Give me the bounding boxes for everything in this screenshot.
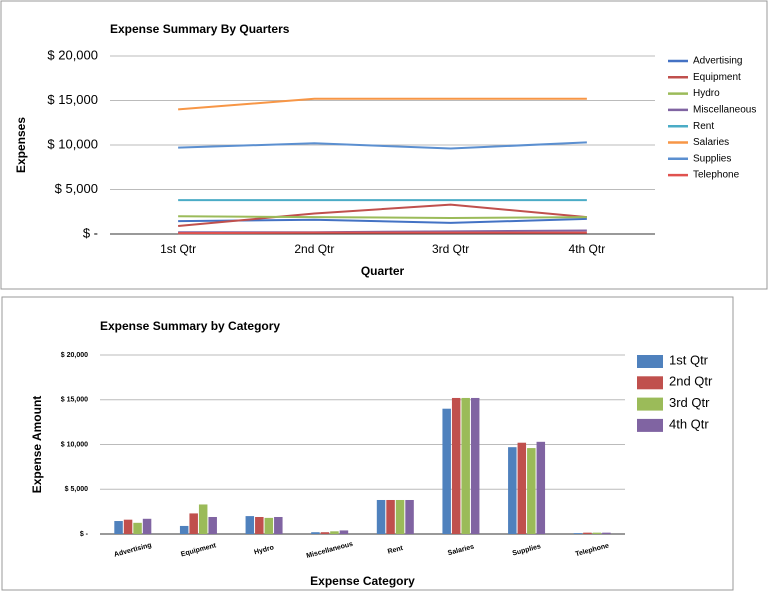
x-axis-title: Quarter bbox=[361, 264, 405, 278]
x-tick-label: Hydro bbox=[253, 544, 274, 556]
legend-label: 4th Qtr bbox=[669, 416, 709, 431]
y-tick-label: $ 10,000 bbox=[61, 441, 88, 448]
legend-label: Salaries bbox=[693, 137, 729, 148]
y-tick-label: $ 20,000 bbox=[61, 352, 88, 359]
legend-label: Rent bbox=[693, 121, 714, 132]
legend-label: 1st Qtr bbox=[669, 352, 709, 367]
line-series bbox=[178, 203, 587, 227]
bar bbox=[255, 516, 264, 534]
bar bbox=[123, 519, 133, 534]
legend-label: Hydro bbox=[693, 88, 720, 99]
legend-label: Equipment bbox=[693, 72, 741, 83]
panel bbox=[1, 296, 734, 591]
y-tick-label: $ 5,000 bbox=[65, 486, 88, 493]
x-tick-label: 1st Qtr bbox=[160, 242, 196, 256]
legend-label: 3rd Qtr bbox=[669, 395, 710, 410]
bar bbox=[330, 531, 339, 534]
bar bbox=[376, 499, 386, 534]
bar bbox=[245, 516, 255, 534]
bar bbox=[320, 532, 330, 534]
legend-swatch bbox=[637, 418, 663, 432]
bar bbox=[264, 517, 274, 534]
bar bbox=[386, 499, 395, 534]
bar bbox=[405, 499, 414, 534]
y-tick-label: $ - bbox=[83, 225, 98, 240]
bar bbox=[451, 397, 461, 534]
legend-label: Telephone bbox=[693, 170, 740, 181]
bar bbox=[527, 448, 536, 534]
bar bbox=[573, 533, 583, 534]
legend-label: Advertising bbox=[693, 56, 742, 67]
bar bbox=[142, 518, 152, 534]
line-series bbox=[178, 141, 587, 150]
bar bbox=[395, 499, 405, 534]
y-tick-label: $ 5,000 bbox=[55, 181, 98, 196]
line-series bbox=[178, 97, 587, 111]
y-tick-label: $ - bbox=[80, 531, 89, 538]
legend-label: 2nd Qtr bbox=[669, 374, 713, 389]
y-tick-label: $ 15,000 bbox=[47, 92, 98, 107]
legend-label: Supplies bbox=[693, 153, 731, 164]
bar bbox=[517, 442, 527, 534]
legend-swatch bbox=[637, 355, 663, 368]
bar bbox=[536, 441, 546, 534]
x-tick-label: 3rd Qtr bbox=[432, 242, 469, 256]
legend-label: Miscellaneous bbox=[693, 105, 756, 116]
bar bbox=[114, 521, 123, 534]
bar bbox=[583, 532, 592, 534]
x-tick-label: Rent bbox=[387, 545, 404, 556]
bar bbox=[133, 522, 142, 534]
bar bbox=[508, 447, 517, 534]
bar bbox=[311, 532, 320, 534]
y-tick-label: $ 15,000 bbox=[61, 397, 88, 404]
x-tick-label: 4th Qtr bbox=[569, 242, 606, 256]
bar bbox=[189, 513, 198, 534]
y-tick-label: $ 20,000 bbox=[47, 47, 98, 62]
bar bbox=[592, 532, 602, 534]
chart-title: Expense Summary by Category bbox=[100, 319, 280, 333]
y-axis-title: Expenses bbox=[14, 117, 28, 173]
bar bbox=[461, 397, 470, 534]
x-tick-label: 2nd Qtr bbox=[294, 242, 334, 256]
y-tick-label: $ 10,000 bbox=[47, 136, 98, 151]
chart-title: Expense Summary By Quarters bbox=[110, 22, 290, 36]
bar bbox=[208, 516, 217, 534]
bar bbox=[470, 397, 480, 534]
bar bbox=[198, 504, 208, 534]
bar bbox=[602, 532, 611, 534]
y-axis-title: Expense Amount bbox=[30, 396, 44, 494]
line-series bbox=[178, 215, 587, 219]
bar bbox=[179, 525, 189, 534]
bar bbox=[442, 408, 451, 534]
bar bbox=[339, 530, 349, 534]
legend-swatch bbox=[637, 397, 663, 411]
bar bbox=[274, 516, 283, 534]
legend-swatch bbox=[637, 376, 663, 390]
x-axis-title: Expense Category bbox=[310, 574, 415, 588]
